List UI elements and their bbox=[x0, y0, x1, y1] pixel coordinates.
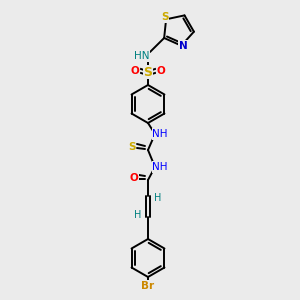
Text: NH: NH bbox=[152, 162, 168, 172]
Text: O: O bbox=[157, 66, 165, 76]
Text: NH: NH bbox=[152, 129, 168, 139]
Text: S: S bbox=[128, 142, 136, 152]
Text: O: O bbox=[130, 173, 138, 183]
Text: HN: HN bbox=[134, 51, 150, 61]
Text: H: H bbox=[154, 193, 162, 203]
Text: Br: Br bbox=[141, 281, 154, 291]
Text: N: N bbox=[179, 41, 188, 51]
Text: S: S bbox=[143, 65, 152, 79]
Text: H: H bbox=[134, 210, 142, 220]
Text: O: O bbox=[130, 66, 140, 76]
Text: S: S bbox=[161, 12, 169, 22]
